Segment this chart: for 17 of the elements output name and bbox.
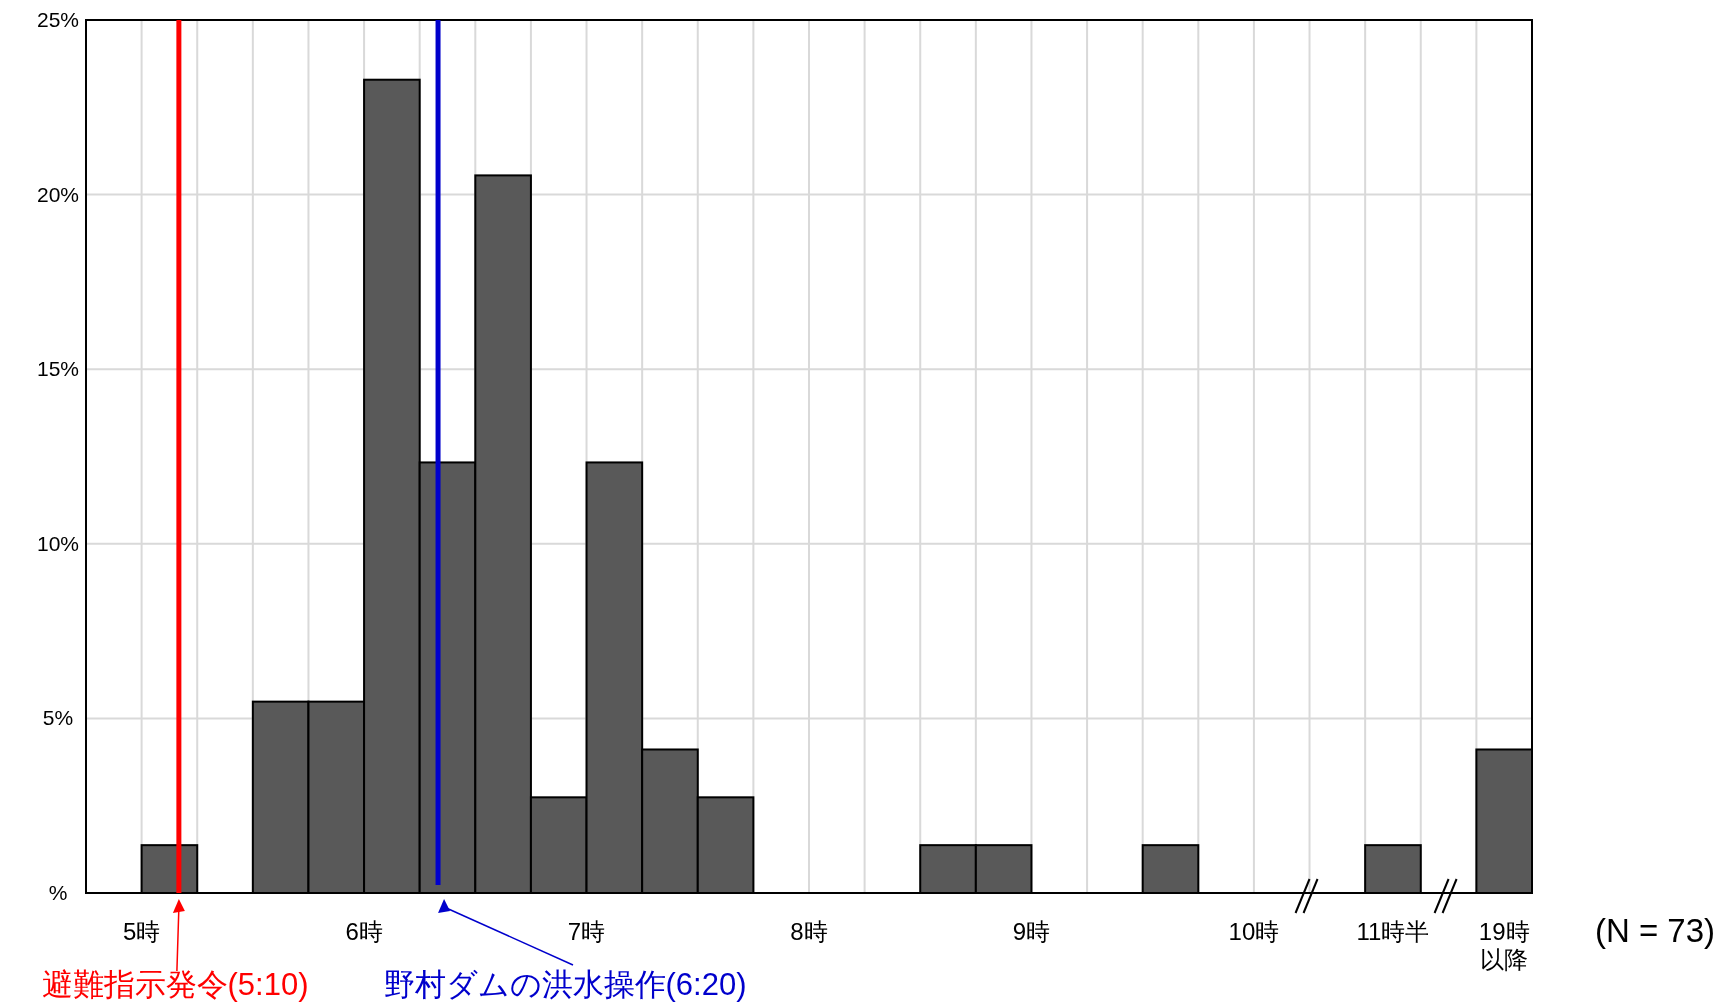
x-tick-label: 11時半 (1356, 918, 1430, 945)
text: (N = 73) (1594, 912, 1716, 949)
y-tick-label: % (48, 881, 68, 904)
x-tick-label: 9時 (1012, 918, 1051, 945)
x-tick-label: 19時以降 (1478, 918, 1530, 973)
text: 野村ダムの洪水操作(6:20) (383, 967, 747, 1002)
x-tick-label: 5時 (122, 918, 161, 945)
x-tick-label: 6時 (345, 918, 383, 945)
text: 避難指示発令(5:10) (41, 967, 309, 1002)
x-tick-label: 10時 (1228, 918, 1280, 945)
y-tick-label: 15% (36, 357, 80, 381)
y-tick-label: 25% (36, 8, 80, 31)
x-tick-label: 7時 (567, 918, 606, 945)
y-tick-label: 10% (36, 531, 80, 555)
x-tick-label: 8時 (790, 918, 828, 945)
y-tick-label: 20% (36, 182, 80, 206)
y-tick-label: 5% (42, 706, 74, 730)
